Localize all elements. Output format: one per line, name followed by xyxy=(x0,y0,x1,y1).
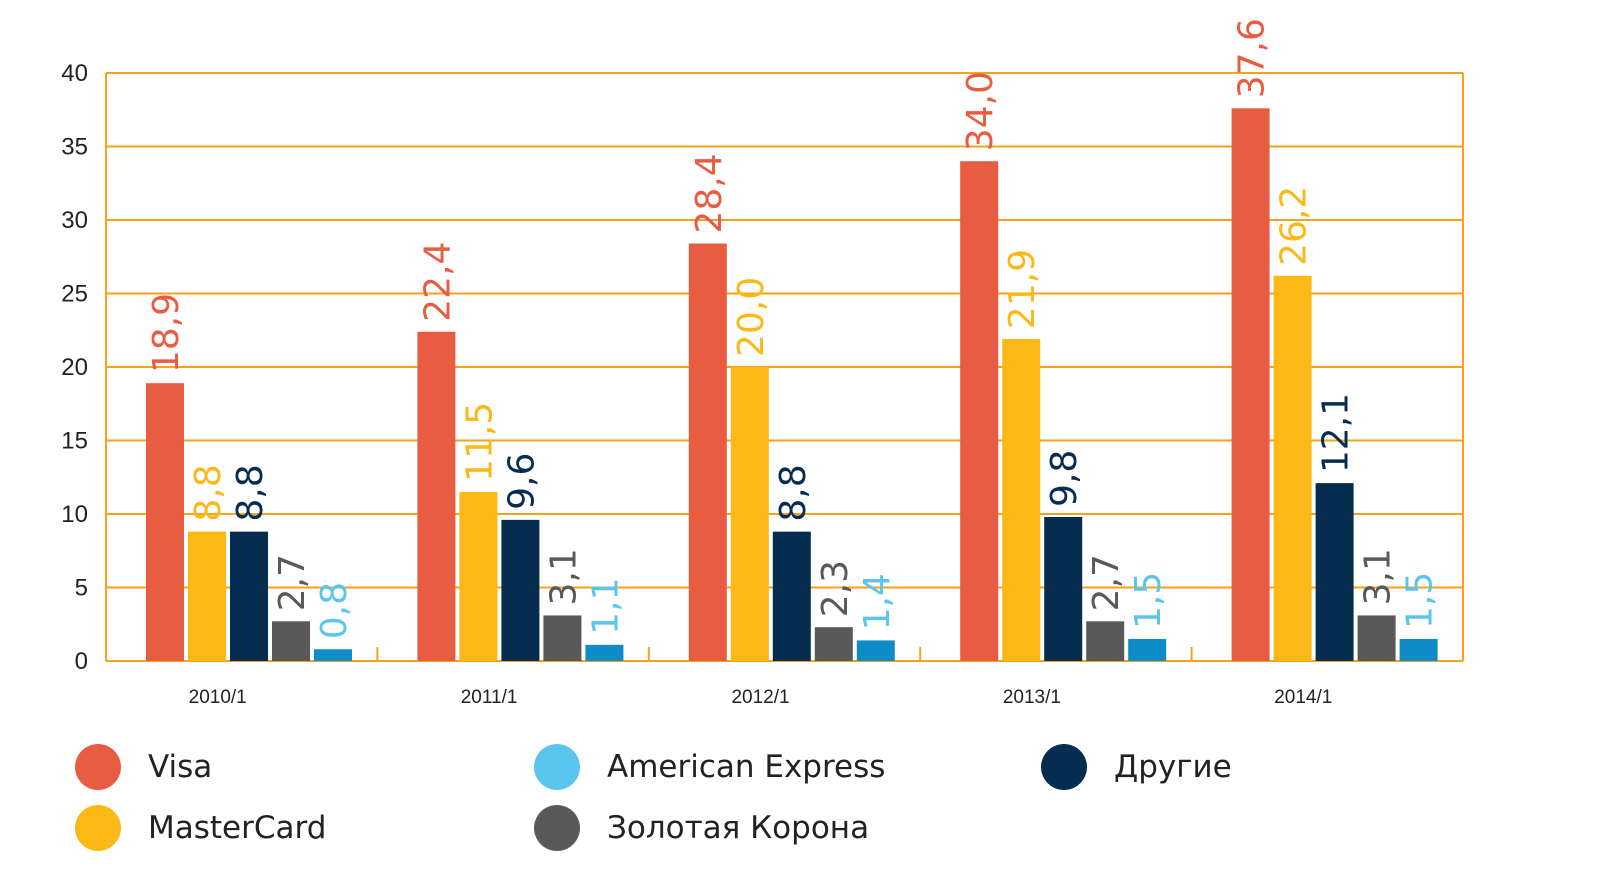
bar xyxy=(772,531,811,661)
data-label: 37,6 xyxy=(1232,18,1273,98)
data-label: 8,8 xyxy=(188,464,229,521)
data-label: 26,2 xyxy=(1274,186,1315,266)
y-tick-label: 30 xyxy=(61,207,88,234)
legend-label: Золотая Корона xyxy=(607,810,869,846)
bar xyxy=(1128,638,1167,661)
bar xyxy=(1044,516,1083,661)
data-label: 9,8 xyxy=(1044,450,1085,507)
legend-label: American Express xyxy=(607,749,885,785)
bar xyxy=(1399,638,1438,661)
bar xyxy=(230,531,268,661)
bars xyxy=(146,108,1438,661)
bar xyxy=(146,383,184,661)
data-label: 1,1 xyxy=(585,578,626,635)
legend-label: MasterCard xyxy=(148,810,326,846)
bar xyxy=(314,649,352,661)
bar xyxy=(1231,108,1270,661)
y-tick-label: 15 xyxy=(61,428,88,455)
data-label: 0,8 xyxy=(314,582,355,639)
y-tick-label: 35 xyxy=(61,134,88,161)
bar xyxy=(585,644,624,661)
data-label: 2,7 xyxy=(1086,554,1127,611)
data-label: 3,1 xyxy=(543,548,584,605)
legend-label: Другие xyxy=(1114,749,1232,785)
x-tick-label: 2014/1 xyxy=(1274,687,1332,708)
bar xyxy=(1357,615,1396,661)
legend-swatch xyxy=(1041,744,1087,790)
bar xyxy=(417,331,456,661)
data-label: 8,8 xyxy=(773,464,814,521)
y-tick-label: 0 xyxy=(75,648,88,675)
data-label: 22,4 xyxy=(417,242,458,322)
bar xyxy=(1273,275,1312,661)
bar xyxy=(730,367,769,661)
data-label: 1,5 xyxy=(1128,572,1169,629)
data-label: 34,0 xyxy=(960,71,1001,151)
bar xyxy=(814,627,853,661)
bar xyxy=(688,243,727,661)
x-tick-label: 2011/1 xyxy=(461,687,518,708)
data-label: 8,8 xyxy=(230,464,271,521)
data-label: 1,4 xyxy=(857,573,898,630)
data-label: 21,9 xyxy=(1002,249,1043,329)
y-tick-label: 40 xyxy=(61,60,88,87)
bar xyxy=(960,161,999,661)
bar xyxy=(272,621,310,661)
legend-swatch xyxy=(75,805,121,851)
data-label: 2,7 xyxy=(272,554,313,611)
legend-swatch xyxy=(534,744,580,790)
bar xyxy=(856,640,895,661)
data-label: 11,5 xyxy=(459,402,500,482)
data-label: 12,1 xyxy=(1316,393,1357,473)
data-labels: 18,98,8 8,82,7 0,822,411,5 9,63,11,128,420,… xyxy=(146,18,1441,639)
bar xyxy=(459,491,498,661)
bar xyxy=(1002,339,1041,661)
y-axis-ticks: 0 5 10 15 20 25 30 35 40 xyxy=(61,60,88,675)
data-label: 2,3 xyxy=(815,560,856,617)
x-tick-label: 2010/1 xyxy=(189,687,247,708)
y-tick-label: 20 xyxy=(61,354,88,381)
legend-swatch xyxy=(534,805,580,851)
bar xyxy=(543,615,582,661)
data-label: 20,0 xyxy=(731,277,772,357)
y-tick-label: 25 xyxy=(61,281,88,308)
y-tick-label: 10 xyxy=(61,501,88,528)
legend: Visa American Express Другие MasterCard Золо… xyxy=(75,744,1232,851)
bar xyxy=(188,531,226,661)
bar xyxy=(501,519,540,661)
legend-label: Visa xyxy=(148,749,212,785)
data-label: 1,5 xyxy=(1400,572,1441,629)
data-label: 9,6 xyxy=(501,453,542,510)
x-axis-ticks: 2010/1 2011/1 2012/1 2013/1 2014/1 xyxy=(189,687,1333,708)
y-tick-label: 5 xyxy=(75,575,88,602)
x-tick-label: 2012/1 xyxy=(731,687,789,708)
data-label: 28,4 xyxy=(689,153,730,233)
legend-swatch xyxy=(75,744,121,790)
bar xyxy=(1086,621,1125,661)
data-label: 3,1 xyxy=(1358,548,1399,605)
bar xyxy=(1315,483,1354,661)
data-label: 18,9 xyxy=(146,293,187,373)
x-tick-label: 2013/1 xyxy=(1003,687,1061,708)
